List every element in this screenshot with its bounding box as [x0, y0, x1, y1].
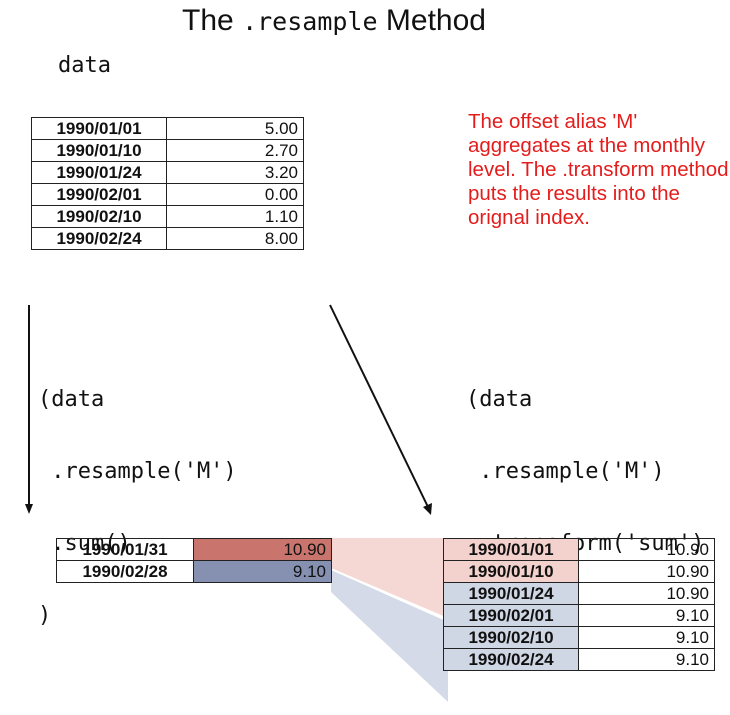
jan-connector-band [331, 538, 448, 618]
table-row: 1990/02/01 9.10 [443, 604, 715, 627]
date-cell: 1990/01/01 [31, 117, 167, 140]
table-row: 1990/01/24 3.20 [31, 161, 304, 184]
date-cell: 1990/02/01 [31, 183, 167, 206]
table-row: 1990/02/24 9.10 [443, 648, 715, 671]
table-row: 1990/02/10 9.10 [443, 626, 715, 649]
input-table: 1990/01/01 5.00 1990/01/10 2.70 1990/01/24… [31, 117, 304, 250]
transform-result-table: 1990/01/01 10.90 1990/01/10 10.90 1990/01/… [443, 538, 715, 671]
table-row: 1990/01/01 10.90 [443, 538, 715, 561]
table-row: 1990/01/24 10.90 [443, 582, 715, 605]
table-row: 1990/02/10 1.10 [31, 205, 304, 228]
date-cell: 1990/01/24 [443, 582, 579, 605]
transform-arrowhead [423, 503, 432, 515]
date-cell: 1990/01/10 [31, 139, 167, 162]
code-line: ) [38, 603, 52, 628]
table-row: 1990/01/31 10.90 [56, 538, 332, 561]
value-cell: 5.00 [166, 117, 304, 140]
code-line: .resample('M') [38, 459, 237, 484]
value-cell: 3.20 [166, 161, 304, 184]
transform-arrow-line [329, 304, 429, 508]
value-cell: 10.90 [578, 560, 715, 583]
title-prefix: The [182, 4, 234, 37]
table-row: 1990/02/28 9.10 [56, 560, 332, 583]
value-cell: 9.10 [578, 626, 715, 649]
sum-code-block: (data .resample('M') .sum() ) [38, 340, 237, 652]
code-line: (data [38, 387, 105, 412]
explanation-note: The offset alias 'M' aggregates at the m… [468, 110, 729, 229]
date-cell: 1990/02/10 [443, 626, 579, 649]
date-cell: 1990/02/01 [443, 604, 579, 627]
value-cell: 2.70 [166, 139, 304, 162]
table-row: 1990/02/01 0.00 [31, 183, 304, 206]
date-cell: 1990/02/10 [31, 205, 167, 228]
value-cell: 9.10 [578, 648, 715, 671]
value-cell: 0.00 [166, 183, 304, 206]
value-cell: 10.90 [578, 538, 715, 561]
title-suffix: Method [385, 4, 486, 37]
table-row: 1990/01/10 2.70 [31, 139, 304, 162]
date-cell: 1990/02/24 [443, 648, 579, 671]
page-title: The .resample Method [0, 4, 668, 38]
date-cell: 1990/01/10 [443, 560, 579, 583]
date-cell: 1990/01/31 [56, 538, 194, 561]
table-row: 1990/01/10 10.90 [443, 560, 715, 583]
value-cell: 9.10 [193, 560, 332, 583]
table-row: 1990/01/01 5.00 [31, 117, 304, 140]
value-cell: 1.10 [166, 205, 304, 228]
table-row: 1990/02/24 8.00 [31, 227, 304, 250]
date-cell: 1990/01/01 [443, 538, 579, 561]
code-line: .resample('M') [466, 459, 665, 484]
sum-arrowhead [25, 504, 33, 514]
value-cell: 8.00 [166, 227, 304, 250]
feb-connector-band [331, 570, 448, 702]
sum-result-table: 1990/01/31 10.90 1990/02/28 9.10 [56, 538, 332, 583]
data-label: data [58, 53, 111, 78]
value-cell: 9.10 [578, 604, 715, 627]
date-cell: 1990/02/24 [31, 227, 167, 250]
title-code: .resample [242, 7, 378, 36]
date-cell: 1990/02/28 [56, 560, 194, 583]
value-cell: 10.90 [193, 538, 332, 561]
date-cell: 1990/01/24 [31, 161, 167, 184]
code-line: (data [466, 387, 533, 412]
value-cell: 10.90 [578, 582, 715, 605]
